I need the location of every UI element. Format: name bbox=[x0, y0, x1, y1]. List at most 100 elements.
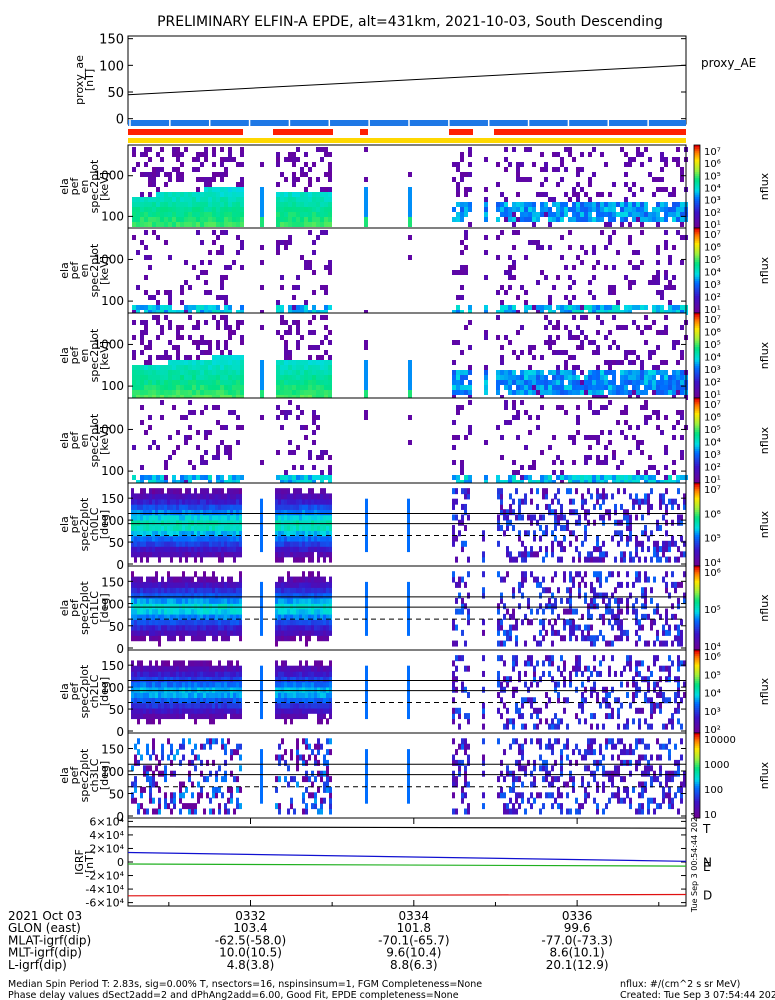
spectrogram-pixel bbox=[140, 305, 144, 310]
pitch-angle-pixel bbox=[233, 551, 236, 558]
pitch-angle-pixel bbox=[260, 514, 263, 521]
spectrogram-pixel bbox=[596, 460, 600, 465]
pitch-angle-pixel bbox=[302, 581, 305, 588]
spectrogram-pixel bbox=[236, 440, 240, 445]
pitch-angle-pixel bbox=[527, 597, 530, 604]
spectrogram-pixel bbox=[676, 385, 680, 390]
pitch-angle-pixel bbox=[548, 597, 551, 604]
pitch-angle-pixel bbox=[515, 635, 518, 642]
spectrogram-pixel bbox=[288, 222, 292, 227]
spectrogram-pixel bbox=[648, 212, 652, 217]
pitch-angle-pixel bbox=[665, 530, 668, 537]
spectrogram-pixel bbox=[284, 217, 288, 222]
pitch-angle-pixel bbox=[275, 613, 278, 620]
pitch-angle-pixel bbox=[626, 509, 629, 516]
spectrogram-pixel bbox=[636, 375, 640, 380]
spectrogram-pixel bbox=[580, 305, 584, 310]
spectrogram-pixel bbox=[596, 315, 600, 320]
spectrogram-pixel bbox=[148, 375, 152, 380]
spectrogram-pixel bbox=[328, 265, 332, 270]
pitch-angle-pixel bbox=[170, 519, 173, 526]
pitch-angle-pixel bbox=[506, 525, 509, 532]
pitch-angle-pixel bbox=[506, 629, 509, 636]
pitch-angle-pixel bbox=[317, 556, 320, 563]
spectrogram-pixel bbox=[560, 202, 564, 207]
pitch-angle-pixel bbox=[209, 535, 212, 542]
spectrogram-pixel bbox=[276, 380, 280, 385]
pitch-angle-pixel bbox=[215, 498, 218, 505]
pitch-angle-pixel bbox=[278, 597, 281, 604]
spectrogram-pixel bbox=[208, 290, 212, 295]
pitch-angle-pixel bbox=[236, 619, 239, 626]
pitch-angle-pixel bbox=[314, 597, 317, 604]
spectrogram-pixel bbox=[496, 425, 500, 430]
pitch-angle-pixel bbox=[650, 619, 653, 626]
pitch-angle-pixel bbox=[599, 546, 602, 553]
pitch-angle-pixel bbox=[227, 587, 230, 594]
spectrogram-pixel bbox=[672, 380, 676, 385]
pitch-angle-pixel bbox=[281, 619, 284, 626]
pitch-angle-pixel bbox=[182, 660, 185, 667]
pitch-angle-pixel bbox=[458, 581, 461, 588]
pitch-angle-pixel bbox=[236, 592, 239, 599]
pitch-angle-pixel bbox=[323, 597, 326, 604]
pitch-angle-pixel bbox=[137, 503, 140, 510]
spectrogram-pixel bbox=[652, 385, 656, 390]
pitch-angle-pixel bbox=[143, 707, 146, 714]
spectrogram-pixel bbox=[316, 365, 320, 370]
pitch-angle-pixel bbox=[584, 635, 587, 642]
pitch-angle-pixel bbox=[173, 681, 176, 688]
spectrogram-pixel bbox=[140, 385, 144, 390]
spectrogram-pixel bbox=[240, 375, 244, 380]
spectrogram-pixel bbox=[528, 390, 532, 395]
pitch-angle-pixel bbox=[161, 509, 164, 516]
pitch-angle-pixel bbox=[326, 587, 329, 594]
spectrogram-pixel bbox=[180, 192, 184, 197]
spectrogram-pixel bbox=[328, 202, 332, 207]
pitch-angle-pixel bbox=[278, 581, 281, 588]
pitch-angle-pixel bbox=[158, 493, 161, 500]
pitch-angle-pixel bbox=[164, 686, 167, 693]
pitch-angle-pixel bbox=[650, 503, 653, 510]
spectrogram-pixel bbox=[188, 460, 192, 465]
pitch-angle-pixel bbox=[620, 530, 623, 537]
spectrogram-pixel bbox=[588, 290, 592, 295]
pitch-angle-pixel bbox=[161, 707, 164, 714]
spectrogram-pixel bbox=[300, 370, 304, 375]
pitch-angle-pixel bbox=[212, 525, 215, 532]
spectrogram-pixel bbox=[320, 202, 324, 207]
spectrogram-pixel bbox=[408, 235, 412, 240]
pitch-angle-pixel bbox=[305, 635, 308, 642]
pitch-angle-pixel bbox=[302, 519, 305, 526]
pitch-angle-pixel bbox=[506, 546, 509, 553]
pitch-angle-pixel bbox=[563, 546, 566, 553]
spectrogram-pixel bbox=[484, 440, 488, 445]
spectrogram-pixel bbox=[552, 202, 556, 207]
pitch-angle-pixel bbox=[143, 670, 146, 677]
spectrogram-pixel bbox=[212, 385, 216, 390]
spectrogram-pixel bbox=[224, 157, 228, 162]
y-axis-label-line: spec2plot bbox=[88, 413, 101, 467]
spectrogram-pixel bbox=[308, 355, 312, 360]
pitch-angle-pixel bbox=[518, 581, 521, 588]
spectrogram-pixel bbox=[180, 415, 184, 420]
pitch-angle-pixel bbox=[212, 540, 215, 547]
spectrogram-pixel bbox=[136, 162, 140, 167]
spectrogram-pixel bbox=[144, 390, 148, 395]
spectrogram-pixel bbox=[592, 202, 596, 207]
spectrogram-pixel bbox=[664, 240, 668, 245]
pitch-angle-pixel bbox=[188, 498, 191, 505]
pitch-angle-pixel bbox=[665, 619, 668, 626]
pitch-angle-pixel bbox=[635, 629, 638, 636]
pitch-angle-pixel bbox=[137, 525, 140, 532]
spectrogram-pixel bbox=[176, 385, 180, 390]
spectrogram-pixel bbox=[164, 207, 168, 212]
spectrogram-pixel bbox=[468, 162, 472, 167]
spectrogram-pixel bbox=[660, 152, 664, 157]
pitch-angle-pixel bbox=[278, 488, 281, 495]
pitch-angle-pixel bbox=[134, 535, 137, 542]
spectrogram-pixel bbox=[524, 475, 528, 480]
spectrogram-pixel bbox=[508, 390, 512, 395]
pitch-angle-pixel bbox=[137, 546, 140, 553]
pitch-angle-pixel bbox=[239, 488, 242, 495]
